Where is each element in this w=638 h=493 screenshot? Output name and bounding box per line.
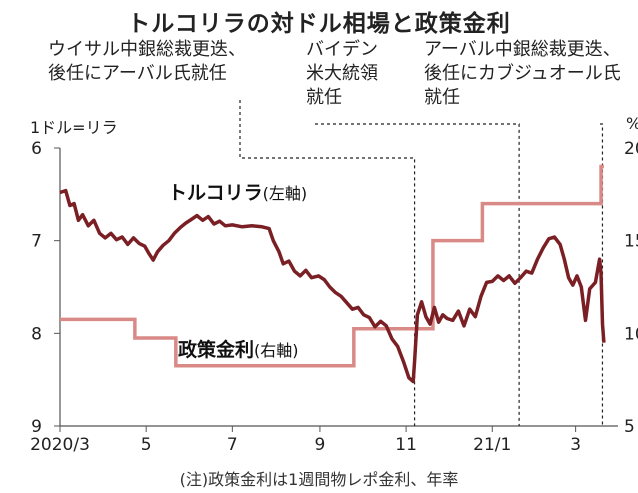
x-tick-label: 5 xyxy=(141,435,152,455)
right-tick-label: 15 xyxy=(624,232,638,252)
x-tick-label: 3 xyxy=(570,435,581,455)
x-tick-label: 21/1 xyxy=(473,435,511,455)
event-line xyxy=(600,123,604,426)
left-axis-unit: 1ドル=リラ xyxy=(30,118,118,137)
footnote: (注)政策金利は1週間物レポ金利、年率 xyxy=(179,470,459,489)
x-tick-label: 7 xyxy=(227,435,238,455)
left-tick-label: 9 xyxy=(31,417,42,437)
policy-rate-line xyxy=(60,164,604,368)
right-tick-label: 20 xyxy=(624,139,638,159)
x-tick-label: 2020/3 xyxy=(30,435,90,455)
left-tick-label: 7 xyxy=(31,232,42,252)
x-tick-label: 9 xyxy=(315,435,326,455)
chart-title: トルコリラの対ドル相場と政策金利 xyxy=(127,11,511,37)
series-label-rate: 政策金利(右軸) xyxy=(178,338,299,361)
left-tick-label: 6 xyxy=(31,139,42,159)
right-axis-unit: % xyxy=(626,114,638,133)
axis-ticks: 6 7 8 9 20 15 10 5 2020/3 5 7 9 11 21/1 3 xyxy=(30,139,638,455)
right-tick-label: 5 xyxy=(624,417,635,437)
lira-line xyxy=(59,188,606,384)
annotation-agbal: アーバル中銀総裁更迭、 後任にカブジュオール氏 就任 xyxy=(424,39,621,108)
annotation-biden: バイデン 米大統領 就任 xyxy=(306,39,378,108)
event-line xyxy=(239,100,416,426)
lira-series xyxy=(59,188,606,384)
event-line xyxy=(315,123,520,426)
policy-rate-series xyxy=(60,164,604,368)
x-tick-label: 11 xyxy=(395,435,417,455)
series-label-lira: トルコリラ(左軸) xyxy=(168,182,307,204)
left-tick-label: 8 xyxy=(31,324,42,344)
event-lines xyxy=(239,100,604,426)
right-tick-label: 10 xyxy=(624,324,638,344)
chart-frame xyxy=(59,148,618,427)
annotation-uysal: ウイサル中銀総裁更迭、 後任にアーバル氏就任 xyxy=(48,39,246,84)
